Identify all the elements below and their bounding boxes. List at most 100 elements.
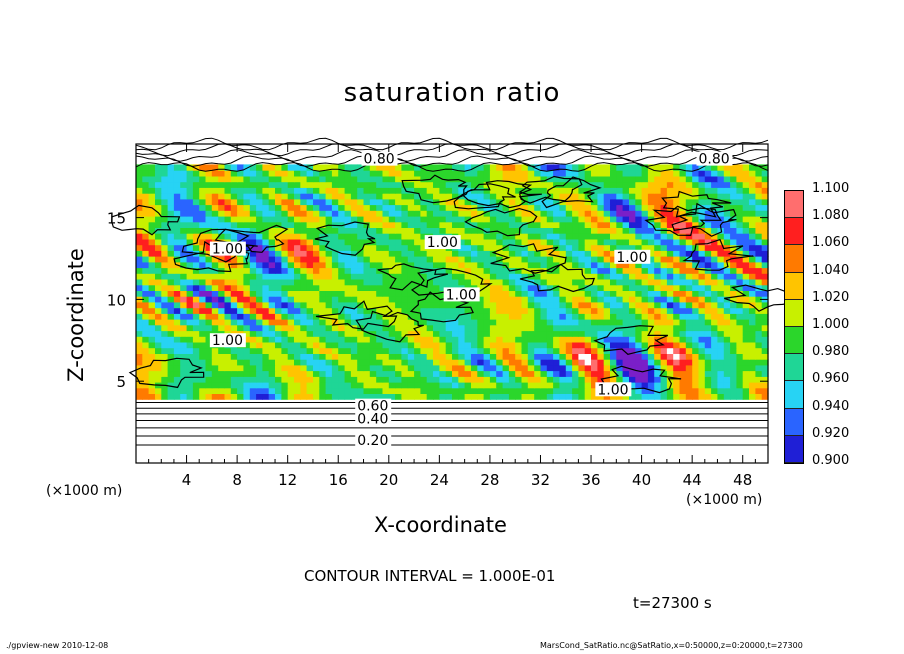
field-cell [565,233,573,240]
field-cell [471,221,478,228]
field-cell [540,307,548,314]
field-cell [616,313,624,320]
field-cell [755,347,763,354]
field-cell [477,284,485,291]
field-cell [369,347,377,354]
field-cell [704,170,712,177]
field-cell [275,313,282,320]
field-cell [723,336,731,343]
field-cell [471,233,478,240]
field-cell [256,170,263,177]
field-cell [508,313,516,320]
plot-area: 0.80 0.80 1.00 1.00 1.00 1.00 1.00 1.00 0.60 0.40… [107,137,799,489]
field-cell [401,244,409,251]
field-cell [256,273,263,280]
field-cell [230,296,238,303]
field-cell [237,382,244,389]
field-cell [325,347,333,354]
field-cell [369,164,377,171]
field-cell [641,181,649,188]
field-cell [281,336,289,343]
field-cell [489,341,497,349]
field-cell [420,307,428,314]
field-cell [515,221,523,228]
field-cell [654,324,662,332]
field-cell [186,244,194,251]
field-cell [584,370,592,377]
field-cell [559,307,567,314]
field-cell [192,216,200,223]
field-cell [445,376,453,383]
colorbar-segment [785,435,803,463]
field-cell [142,382,150,389]
field-cell [502,256,510,263]
field-cell [477,250,485,257]
field-cell [704,336,712,343]
field-cell [559,296,567,303]
field-cell [749,256,756,263]
field-cell [666,175,674,183]
field-cell [357,301,365,309]
field-cell [508,216,516,223]
field-cell [521,261,529,269]
field-cell [622,221,630,228]
field-cell [331,198,339,206]
field-cell [230,233,238,240]
field-cell [559,267,567,274]
field-cell [489,376,497,383]
field-cell [553,210,560,217]
field-cell [483,359,491,366]
field-cell [155,181,162,188]
field-cell [357,284,365,291]
field-cell [211,256,219,263]
field-cell [388,376,396,383]
field-cell [508,193,516,200]
field-cell [350,353,358,360]
time-label: t=27300 s [633,594,712,612]
field-cell [376,210,384,217]
field-cell [294,364,301,372]
field-cell [679,336,687,343]
field-cell [294,204,301,211]
field-cell [502,233,510,240]
field-cell [730,164,737,171]
field-cell [161,359,169,366]
field-cell [717,359,725,366]
field-cell [685,244,693,251]
field-cell [173,279,181,286]
field-cell [679,193,687,200]
field-cell [294,164,301,171]
field-cell [331,382,339,389]
field-cell [736,187,744,194]
field-cell [546,376,554,383]
field-cell [673,273,681,280]
field-cell [224,279,232,286]
field-cell [610,376,617,383]
field-cell [395,273,402,280]
field-cell [313,244,320,251]
field-cell [654,382,662,389]
field-cell [559,319,567,326]
field-cell [388,370,396,377]
field-cell [420,393,428,400]
field-cell [572,347,579,354]
field-cell [281,347,289,354]
field-cell [761,353,769,360]
field-cell [338,233,346,240]
field-cell [287,261,295,269]
field-cell [294,198,301,206]
field-cell [325,336,333,343]
field-cell [730,393,737,400]
field-cell [243,341,251,349]
field-cell [395,347,402,354]
field-cell [660,170,668,177]
field-cell [350,256,358,263]
field-cell [471,187,478,194]
field-cell [363,216,371,223]
field-cell [717,319,725,326]
field-cell [508,359,516,366]
field-cell [540,296,548,303]
field-cell [281,198,289,206]
field-cell [660,319,668,326]
field-cell [319,382,327,389]
